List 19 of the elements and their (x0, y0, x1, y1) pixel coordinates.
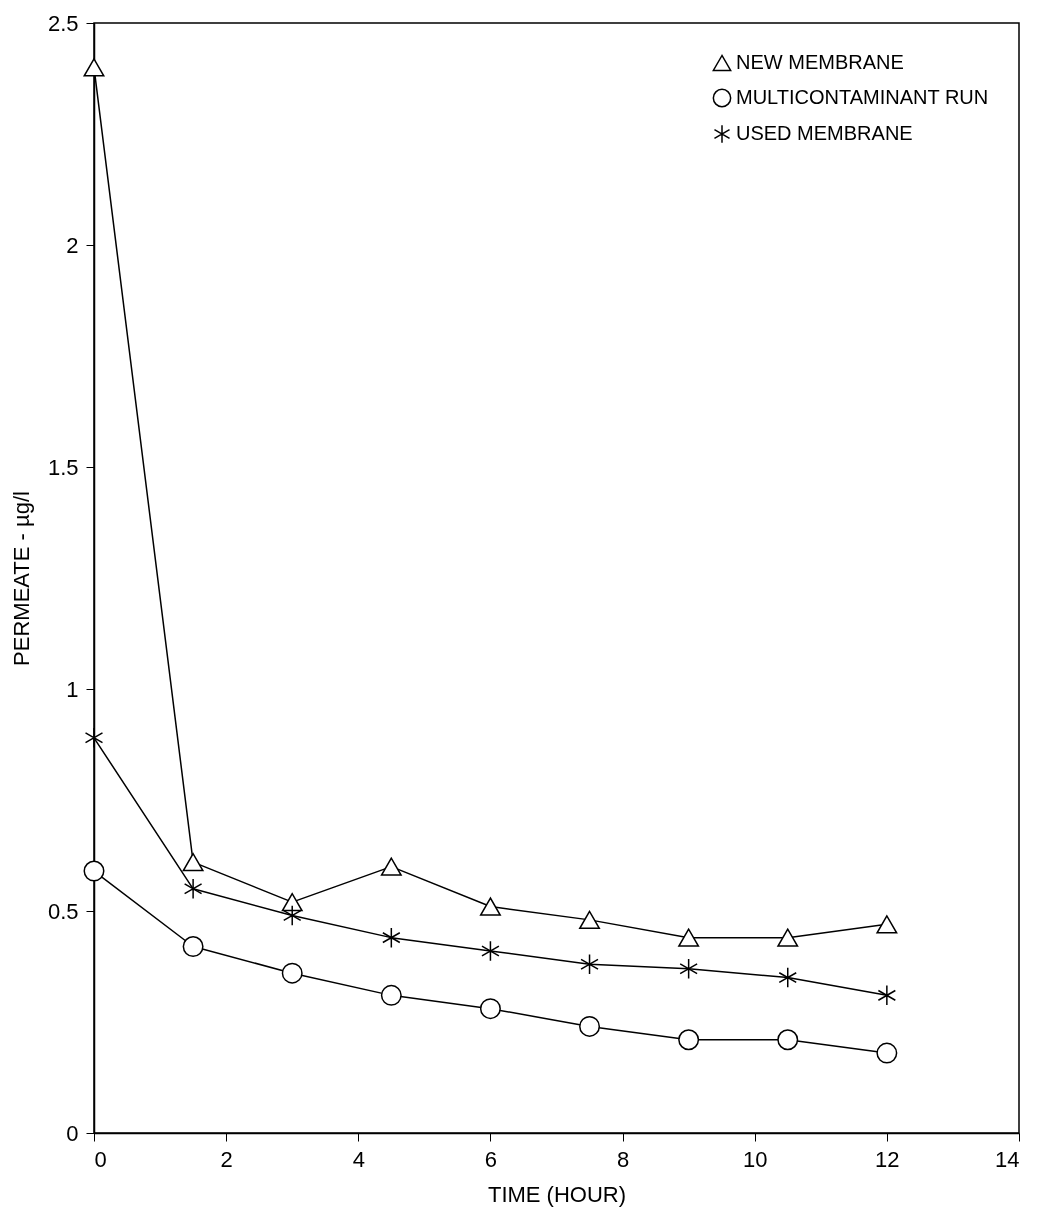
y-tick-label: 2.5 (47, 10, 79, 36)
y-tick-label: 0 (66, 1120, 79, 1146)
x-tick-label: 12 (875, 1146, 900, 1172)
y-axis-title: PERMEATE - µg/l (8, 491, 34, 666)
legend-label: USED MEMBRANE (736, 122, 913, 144)
x-tick-label: 8 (616, 1146, 630, 1172)
y-tick-label: 2 (66, 232, 79, 258)
x-tick-label: 6 (484, 1146, 498, 1172)
y-tick-label: 1 (66, 676, 79, 702)
x-tick-label: 14 (995, 1146, 1020, 1172)
x-axis-title: TIME (HOUR) (487, 1181, 627, 1207)
y-tick-label: 1.5 (47, 454, 79, 480)
x-tick-label: 4 (352, 1146, 365, 1172)
x-tick-label: 0 (94, 1146, 107, 1172)
legend-label: MULTICONTAMINANT RUN (736, 86, 989, 108)
x-tick-label: 2 (220, 1146, 233, 1172)
x-tick-label: 10 (742, 1146, 768, 1172)
legend-label: NEW MEMBRANE (736, 51, 904, 73)
y-tick-label: 0.5 (47, 898, 79, 924)
